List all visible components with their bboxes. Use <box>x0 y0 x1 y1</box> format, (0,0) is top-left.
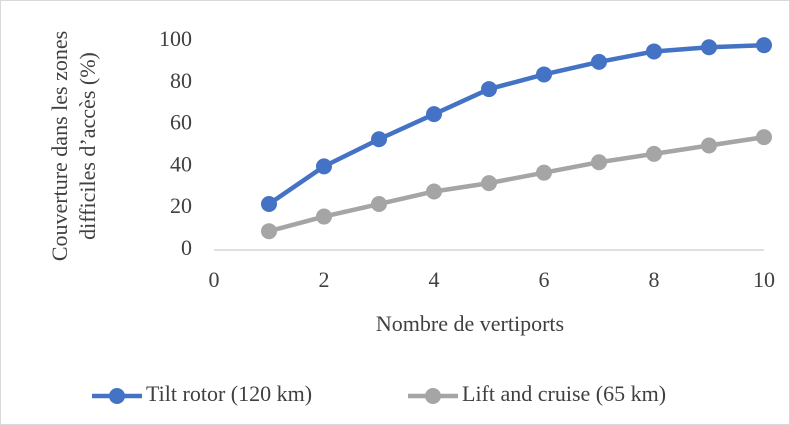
y-tick-label: 60 <box>170 110 192 135</box>
data-point <box>591 154 607 171</box>
data-point <box>591 53 607 70</box>
data-point <box>316 158 332 175</box>
legend-label: Tilt rotor (120 km) <box>146 381 312 406</box>
data-point <box>371 196 387 213</box>
y-tick-label: 20 <box>170 193 192 218</box>
data-point <box>481 175 497 192</box>
data-point <box>756 129 772 146</box>
data-point <box>371 131 387 148</box>
x-tick-label: 8 <box>649 267 660 292</box>
legend-marker <box>109 388 125 404</box>
x-tick-label: 6 <box>539 267 550 292</box>
x-tick-label: 2 <box>319 267 330 292</box>
data-point <box>701 137 717 154</box>
data-point <box>426 183 442 200</box>
x-tick-label: 4 <box>429 267 440 292</box>
data-point <box>261 223 277 240</box>
y-axis-label-line: difficiles d’accès (%) <box>75 52 100 240</box>
legend-label: Lift and cruise (65 km) <box>462 381 666 406</box>
y-axis-label: Couverture dans les zones difficiles d’a… <box>47 31 100 261</box>
data-point <box>701 39 717 56</box>
data-point <box>536 66 552 83</box>
y-tick-label: 40 <box>170 151 192 176</box>
x-tick-label: 10 <box>753 267 775 292</box>
data-point <box>481 81 497 98</box>
data-point <box>536 164 552 181</box>
legend-marker <box>425 388 441 404</box>
series-line <box>267 42 765 206</box>
x-tick-label: 0 <box>209 267 220 292</box>
x-axis-label: Nombre de vertiports <box>376 311 564 336</box>
data-point <box>261 196 277 213</box>
y-tick-label: 0 <box>181 235 192 260</box>
data-point <box>756 37 772 54</box>
data-point <box>426 106 442 123</box>
data-point <box>646 43 662 60</box>
data-point <box>646 145 662 162</box>
data-point <box>316 208 332 225</box>
series-line <box>268 134 765 234</box>
y-axis-label-line: Couverture dans les zones <box>47 31 72 261</box>
y-tick-label: 100 <box>159 26 192 51</box>
y-tick-label: 80 <box>170 68 192 93</box>
